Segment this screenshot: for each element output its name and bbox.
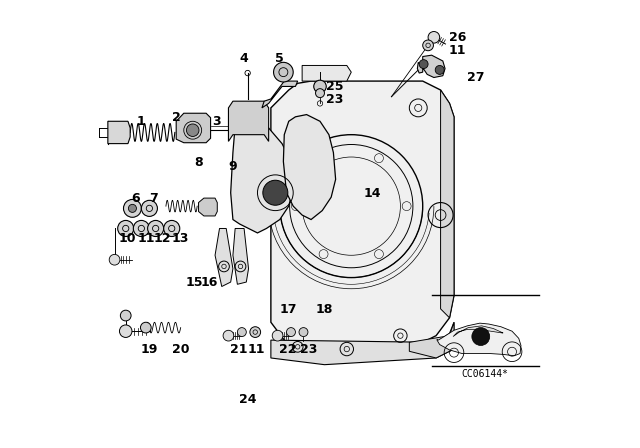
Circle shape bbox=[118, 220, 134, 237]
Text: 23: 23 bbox=[300, 344, 317, 357]
Circle shape bbox=[133, 220, 149, 237]
Circle shape bbox=[316, 89, 324, 98]
Text: 25: 25 bbox=[326, 80, 343, 93]
Circle shape bbox=[186, 124, 199, 137]
Polygon shape bbox=[108, 121, 130, 144]
Text: 11: 11 bbox=[248, 344, 266, 357]
Circle shape bbox=[299, 327, 308, 336]
Circle shape bbox=[419, 60, 428, 69]
Polygon shape bbox=[410, 322, 454, 358]
Circle shape bbox=[223, 330, 234, 341]
Circle shape bbox=[435, 65, 444, 74]
Text: 26: 26 bbox=[449, 31, 467, 44]
Polygon shape bbox=[417, 55, 445, 78]
Text: 4: 4 bbox=[240, 52, 248, 65]
Text: 27: 27 bbox=[467, 71, 484, 84]
Polygon shape bbox=[230, 121, 293, 233]
Text: 5: 5 bbox=[275, 52, 284, 65]
Circle shape bbox=[272, 330, 283, 341]
Text: 12: 12 bbox=[154, 232, 172, 245]
Text: 20: 20 bbox=[172, 344, 189, 357]
Polygon shape bbox=[176, 113, 211, 143]
Polygon shape bbox=[453, 326, 503, 336]
Text: 14: 14 bbox=[364, 187, 381, 200]
Circle shape bbox=[472, 327, 490, 345]
Text: 24: 24 bbox=[239, 392, 257, 405]
Circle shape bbox=[164, 220, 180, 237]
Circle shape bbox=[148, 220, 164, 237]
Circle shape bbox=[129, 204, 136, 212]
Circle shape bbox=[428, 31, 440, 43]
Circle shape bbox=[287, 327, 296, 336]
Circle shape bbox=[124, 199, 141, 217]
Polygon shape bbox=[437, 323, 521, 356]
Text: 2: 2 bbox=[172, 111, 180, 124]
Text: 13: 13 bbox=[172, 232, 189, 245]
Polygon shape bbox=[284, 115, 335, 220]
Text: 10: 10 bbox=[118, 232, 136, 245]
Circle shape bbox=[263, 180, 288, 205]
Text: 18: 18 bbox=[316, 303, 333, 316]
Text: 23: 23 bbox=[326, 93, 343, 106]
Text: 21: 21 bbox=[230, 344, 248, 357]
Text: 7: 7 bbox=[150, 192, 158, 205]
Polygon shape bbox=[271, 81, 454, 360]
Text: 11: 11 bbox=[449, 44, 467, 57]
Circle shape bbox=[423, 40, 433, 51]
Polygon shape bbox=[262, 81, 298, 108]
Circle shape bbox=[140, 322, 151, 333]
Text: 1: 1 bbox=[137, 115, 146, 128]
Circle shape bbox=[273, 62, 293, 82]
Circle shape bbox=[250, 327, 260, 337]
Polygon shape bbox=[198, 198, 217, 216]
Text: 11: 11 bbox=[138, 232, 156, 245]
Text: 8: 8 bbox=[194, 156, 203, 169]
Polygon shape bbox=[233, 228, 248, 284]
Text: 16: 16 bbox=[200, 276, 218, 289]
Circle shape bbox=[314, 80, 326, 93]
Text: 3: 3 bbox=[212, 115, 221, 128]
Circle shape bbox=[109, 254, 120, 265]
Circle shape bbox=[120, 325, 132, 337]
Polygon shape bbox=[440, 90, 454, 318]
Circle shape bbox=[141, 200, 157, 216]
Polygon shape bbox=[302, 65, 351, 81]
Circle shape bbox=[237, 327, 246, 336]
Polygon shape bbox=[271, 322, 454, 365]
Text: CC06144*: CC06144* bbox=[461, 369, 509, 379]
Text: 9: 9 bbox=[228, 160, 237, 173]
Text: 19: 19 bbox=[141, 344, 158, 357]
Text: 22: 22 bbox=[279, 344, 296, 357]
Text: 6: 6 bbox=[132, 192, 140, 205]
Text: 15: 15 bbox=[186, 276, 203, 289]
Polygon shape bbox=[215, 228, 233, 287]
Circle shape bbox=[120, 310, 131, 321]
Polygon shape bbox=[228, 101, 269, 142]
Text: 17: 17 bbox=[279, 303, 296, 316]
